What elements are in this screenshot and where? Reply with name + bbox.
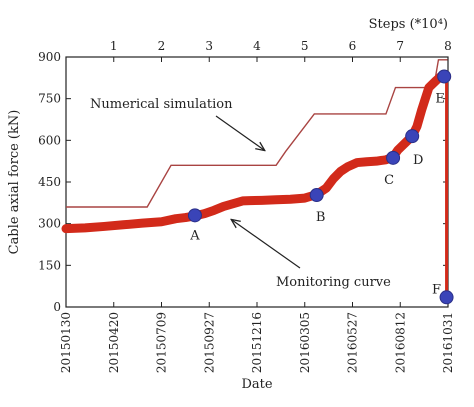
point-f <box>439 290 454 305</box>
point-label-e: E <box>435 91 445 106</box>
top-tick-label: 8 <box>444 39 452 53</box>
top-tick-label: 1 <box>110 39 118 53</box>
y-tick-label: 300 <box>38 217 61 231</box>
point-c <box>386 150 401 165</box>
y-tick-label: 0 <box>53 300 61 314</box>
x-tick-label: 20160305 <box>298 312 312 373</box>
annotation-monitoring-curve: Monitoring curve <box>276 275 391 290</box>
x-tick-label: 20160812 <box>393 312 407 373</box>
top-tick-label: 4 <box>253 39 261 53</box>
x-tick-label: 20150927 <box>202 312 216 373</box>
y-tick-label: 750 <box>38 92 61 106</box>
point-label-d: D <box>413 153 423 168</box>
top-tick-label: 5 <box>301 39 309 53</box>
point-label-c: C <box>384 173 394 188</box>
x-tick-label: 20150130 <box>59 312 73 373</box>
point-e <box>437 69 452 84</box>
top-tick-label: 3 <box>205 39 213 53</box>
x-tick-label: 20161031 <box>441 312 455 373</box>
x-tick-label: 20151216 <box>250 312 264 373</box>
top-tick-label: 2 <box>158 39 166 53</box>
top-tick-label: 7 <box>396 39 404 53</box>
annotation-numerical-simulation: Numerical simulation <box>90 97 233 112</box>
x-axis-title: Date <box>241 377 272 392</box>
y-tick-label: 600 <box>38 133 61 147</box>
x-tick-label: 20160527 <box>346 312 360 373</box>
y-tick-label: 450 <box>38 175 61 189</box>
point-label-f: F <box>432 282 441 297</box>
top-tick-label: 6 <box>349 39 357 53</box>
arrow-monitoring-curve <box>232 220 301 269</box>
top-axis-title: Steps (*10⁴) <box>369 17 448 32</box>
point-a <box>187 208 202 223</box>
point-d <box>405 129 420 144</box>
point-label-b: B <box>316 210 326 225</box>
point-label-a: A <box>189 228 200 243</box>
y-tick-label: 150 <box>38 258 61 272</box>
point-b <box>309 188 324 203</box>
y-tick-label: 900 <box>38 50 61 64</box>
y-axis-title: Cable axial force (kN) <box>7 110 22 255</box>
x-tick-label: 20150709 <box>155 312 169 373</box>
arrow-numerical-simulation <box>215 115 264 150</box>
x-tick-label: 20150420 <box>107 312 121 373</box>
